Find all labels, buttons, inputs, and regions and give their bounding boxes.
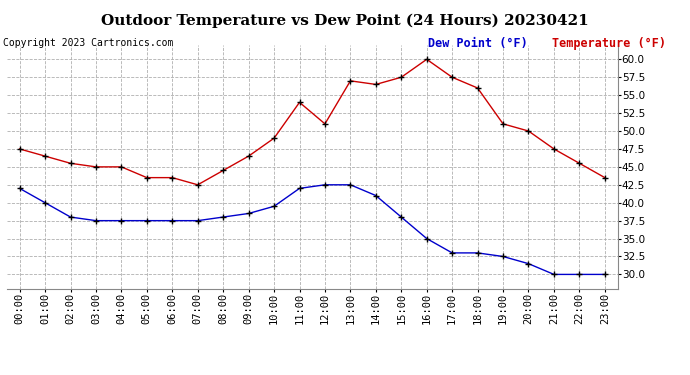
Text: Copyright 2023 Cartronics.com: Copyright 2023 Cartronics.com <box>3 38 174 48</box>
Text: Dew Point (°F): Dew Point (°F) <box>428 38 528 51</box>
Text: Outdoor Temperature vs Dew Point (24 Hours) 20230421: Outdoor Temperature vs Dew Point (24 Hou… <box>101 13 589 27</box>
Text: Temperature (°F): Temperature (°F) <box>552 38 666 51</box>
